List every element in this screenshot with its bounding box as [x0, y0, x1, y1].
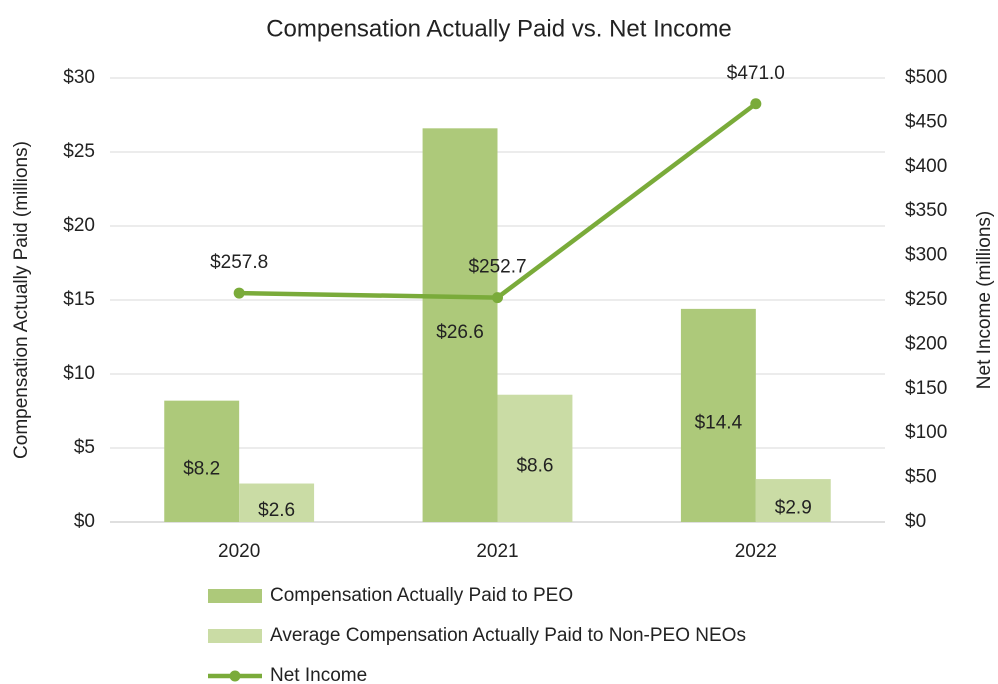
y2-tick-label: $450 — [905, 111, 947, 132]
legend-label: Net Income — [270, 665, 367, 684]
x-tick-label: 2021 — [476, 541, 518, 562]
bar — [497, 394, 573, 522]
bar — [755, 479, 831, 522]
chart-title: Compensation Actually Paid vs. Net Incom… — [266, 15, 732, 42]
data-label: $257.8 — [210, 252, 268, 273]
data-label: $26.6 — [436, 322, 484, 343]
legend-label: Compensation Actually Paid to PEO — [270, 585, 573, 606]
data-label: $252.7 — [468, 257, 526, 278]
data-label: $8.6 — [516, 455, 553, 476]
y-tick-label: $25 — [63, 141, 95, 162]
x-tick-label: 2020 — [218, 541, 260, 562]
y2-tick-label: $300 — [905, 245, 947, 266]
legend-label: Average Compensation Actually Paid to No… — [270, 625, 746, 646]
legend-swatch — [208, 589, 262, 603]
line-marker — [750, 98, 762, 110]
bar — [164, 400, 240, 522]
y2-tick-label: $200 — [905, 333, 947, 354]
y-tick-label: $10 — [63, 363, 95, 384]
x-tick-label: 2022 — [735, 541, 777, 562]
y2-axis-title: Net Income (millions) — [974, 211, 995, 389]
data-label: $8.2 — [183, 458, 220, 479]
y2-tick-label: $100 — [905, 422, 947, 443]
bar — [680, 308, 756, 522]
y2-tick-label: $400 — [905, 156, 947, 177]
y-tick-label: $20 — [63, 215, 95, 236]
y-tick-label: $30 — [63, 67, 95, 88]
y2-tick-label: $250 — [905, 289, 947, 310]
y2-tick-label: $500 — [905, 67, 947, 88]
line-marker — [233, 287, 245, 299]
bar — [422, 128, 498, 522]
data-label: $471.0 — [727, 63, 785, 84]
y2-tick-label: $350 — [905, 200, 947, 221]
line-marker — [492, 292, 503, 304]
data-label: $14.4 — [695, 412, 743, 433]
bar — [239, 483, 315, 522]
y-axis-title: Compensation Actually Paid (millions) — [11, 141, 32, 459]
y-tick-label: $0 — [74, 511, 95, 532]
legend-swatch — [229, 670, 241, 682]
y2-tick-label: $0 — [905, 511, 926, 532]
y2-tick-label: $50 — [905, 467, 937, 488]
data-label: $2.6 — [258, 500, 295, 521]
y-tick-label: $5 — [74, 437, 95, 458]
y-tick-label: $15 — [63, 289, 95, 310]
legend-swatch — [208, 629, 262, 643]
data-label: $2.9 — [775, 498, 812, 519]
y2-tick-label: $150 — [905, 378, 947, 399]
